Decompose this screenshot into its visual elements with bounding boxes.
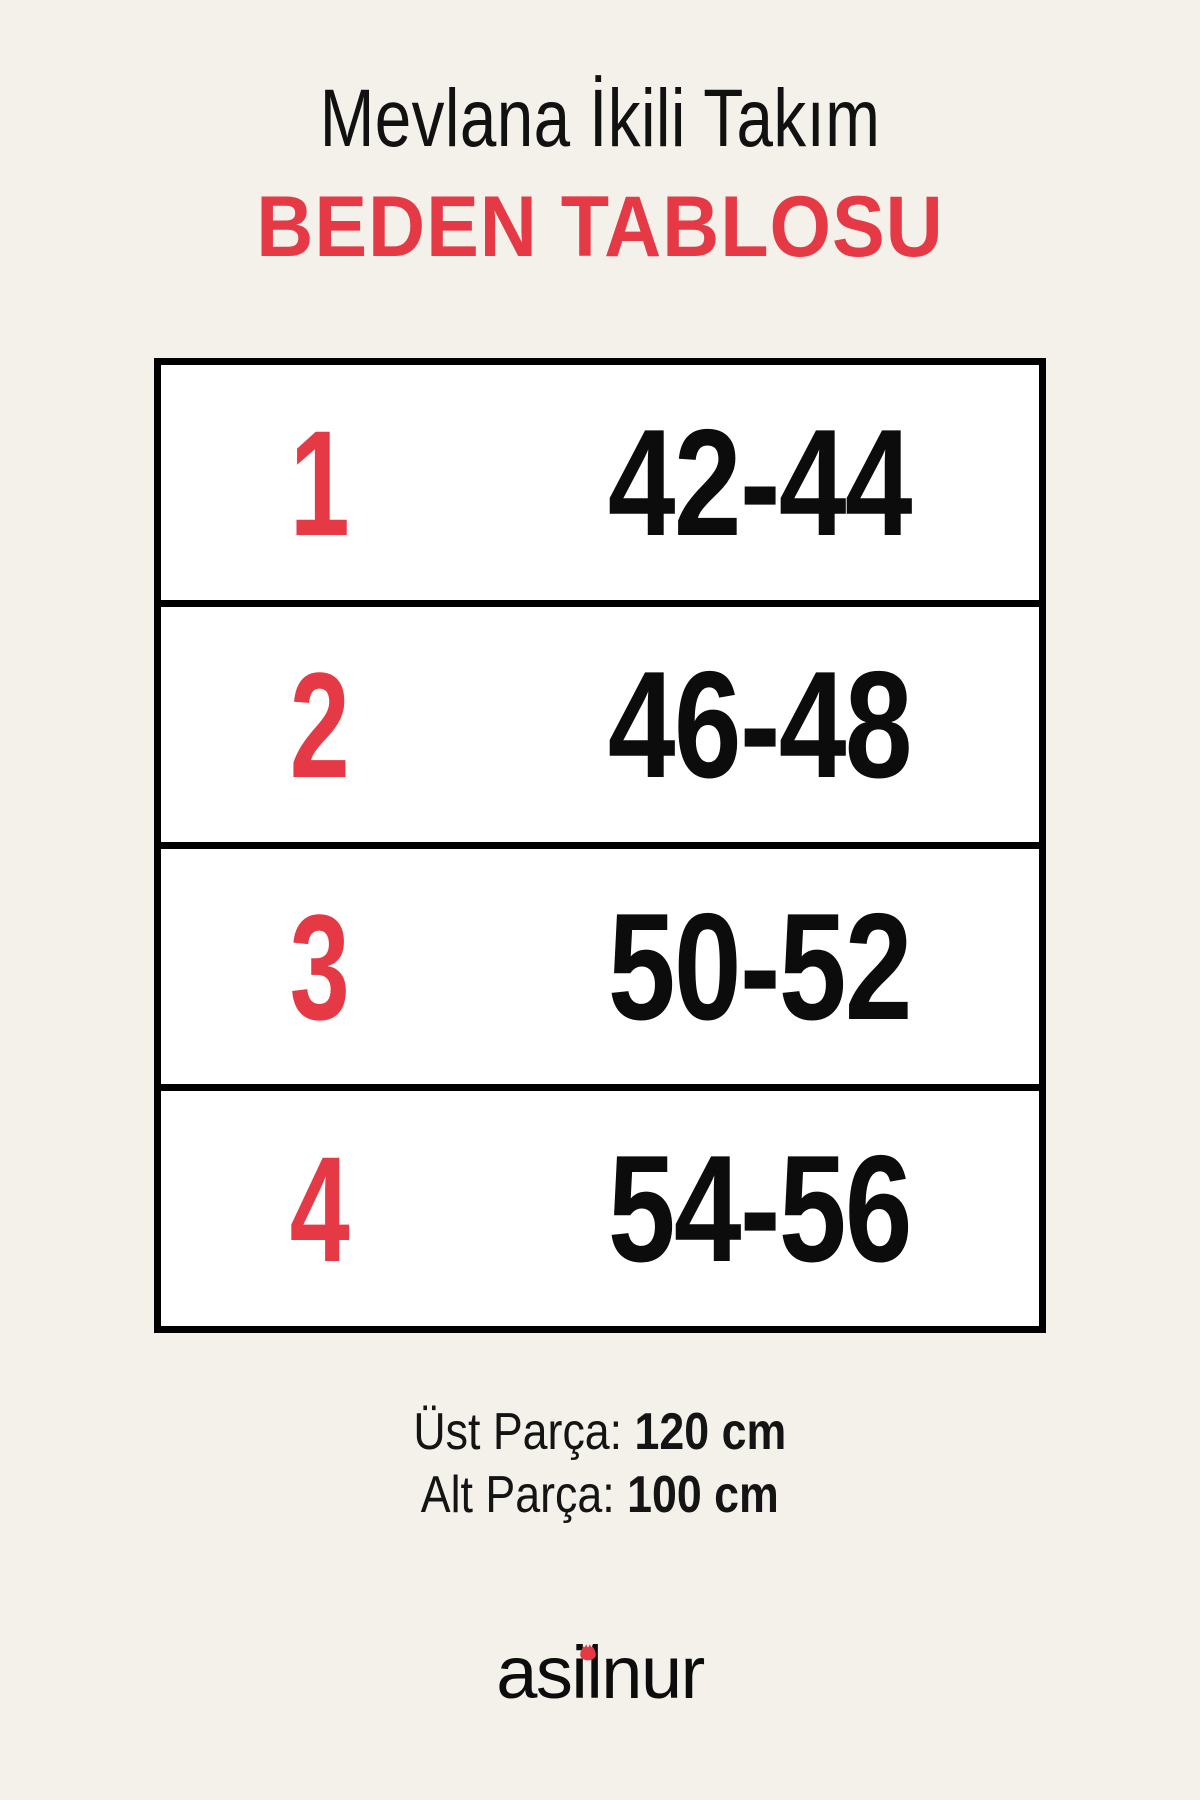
size-range-cell: 42-44 (479, 361, 1043, 604)
note-value: 100 cm (627, 1466, 779, 1525)
size-code-cell: 1 (157, 361, 479, 604)
size-code-value: 2 (289, 640, 351, 809)
measurement-notes: Üst Parça: 120 cm Alt Parça: 100 cm (383, 1401, 817, 1528)
size-code-value: 4 (289, 1124, 351, 1293)
size-range-cell: 50-52 (479, 842, 1043, 1088)
table-row: 3 50-52 (157, 842, 1043, 1088)
page-title: Mevlana İkili Takım (319, 73, 881, 164)
table-row: 4 54-56 (157, 1084, 1043, 1330)
note-label: Üst Parça: (413, 1403, 635, 1461)
note-line-bottom: Alt Parça: 100 cm (414, 1464, 787, 1527)
note-value: 120 cm (634, 1403, 787, 1461)
note-label: Alt Parça: (421, 1466, 628, 1525)
size-code-cell: 3 (157, 842, 479, 1088)
size-table-container: 1 42-44 2 46-48 3 (154, 358, 1046, 1333)
size-range-value: 54-56 (607, 1123, 912, 1294)
brand-logo: asilnur (496, 1630, 705, 1722)
size-code-cell: 2 (157, 600, 479, 846)
size-code-value: 1 (289, 398, 351, 567)
size-code-value: 3 (289, 882, 351, 1051)
size-range-value: 50-52 (607, 881, 912, 1052)
size-code-cell: 4 (157, 1084, 479, 1330)
size-range-cell: 46-48 (479, 600, 1043, 846)
size-range-cell: 54-56 (479, 1084, 1043, 1330)
poster-header: Mevlana İkili Takım BEDEN TABLOSU (0, 73, 1200, 275)
size-table: 1 42-44 2 46-48 3 (154, 358, 1046, 1333)
size-range-value: 46-48 (607, 639, 912, 810)
table-row: 2 46-48 (157, 600, 1043, 846)
page-subtitle: BEDEN TABLOSU (256, 179, 944, 275)
size-range-value: 42-44 (607, 397, 912, 568)
table-row: 1 42-44 (157, 361, 1043, 604)
note-line-top: Üst Parça: 120 cm (414, 1401, 787, 1464)
brand-name: asilnur (496, 1630, 705, 1714)
